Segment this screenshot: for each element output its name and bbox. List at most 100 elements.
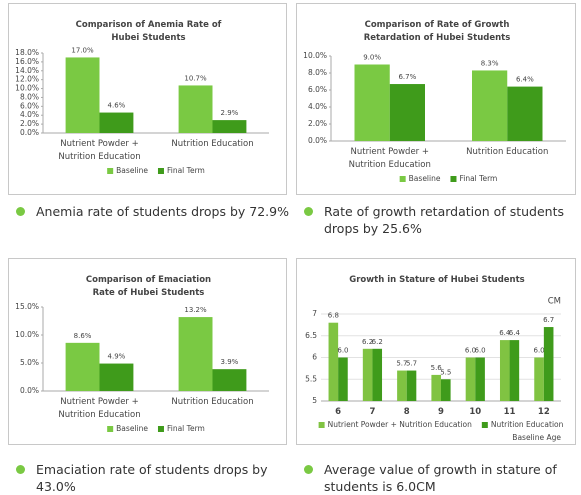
chart-title: Comparison of Emaciation Rate of Hubei St… [86,275,211,298]
bar [99,363,134,391]
x-tick-label: 11 [504,407,516,417]
bar [507,86,543,141]
bar [465,357,476,401]
value-label: 5.5 [440,368,451,376]
value-label: 5.7 [406,360,417,368]
x-tick-label: Nutrition Education [171,397,253,407]
chart-title: Comparison of Rate of Growth Retardation … [364,20,511,43]
y-tick-label: 14.0% [15,66,39,75]
x-tick-label: Nutrient Powder + Nutrition Education [58,139,140,162]
chart-panel: Comparison of Emaciation Rate of Hubei St… [8,258,287,445]
y-tick-label: 15.0% [15,302,39,311]
caption: Emaciation rate of students drops by 43.… [14,461,306,495]
caption: Rate of growth retardation of students d… [302,203,581,237]
bar [338,357,348,401]
y-tick-label: 0.0% [308,136,327,145]
x-tick-label: 6 [335,407,341,417]
value-label: 3.9% [221,358,239,366]
chart-title: Growth in Stature of Hubei Students [349,275,524,285]
y-tick-label: 0.0% [20,386,39,395]
x-tick-label: 8 [404,407,410,417]
bar [328,322,339,401]
y-tick-label: 10.0% [303,51,327,60]
value-label: 8.6% [74,332,92,340]
legend-swatch [157,168,164,174]
x-tick-label: Nutrition Education [466,147,548,157]
bar [354,64,390,141]
bar [534,357,544,401]
bar [441,379,451,401]
y-tick-label: 6.5 [305,331,317,340]
value-label: 6.0 [533,347,544,355]
legend: Baseline Final Term [399,174,497,183]
bar [475,357,485,401]
y-tick-label: 0.0% [20,128,39,137]
legend-label: Baseline [116,424,148,433]
legend-label: Baseline [409,174,441,183]
bar [212,369,247,391]
value-label: 6.4 [499,329,511,337]
y-tick-label: 8.0% [308,68,327,77]
bar [178,317,213,391]
value-label: 2.9% [221,109,239,117]
x-tick-label: 12 [538,407,550,417]
y-tick-label: 16.0% [15,57,39,66]
y-tick-label: 5.5 [305,374,317,383]
chart-title: Comparison of Anemia Rate of Hubei Studen… [76,20,222,43]
value-label: 6.2 [372,338,383,346]
value-label: 6.0 [465,347,476,355]
bar [543,327,554,401]
y-tick-label: 6.0% [20,101,39,110]
value-label: 6.4% [516,76,534,84]
x-tick-label: 9 [438,407,444,417]
y-tick-label: 2.0% [308,119,327,128]
legend-swatch [107,426,114,432]
legend-label: Baseline [116,166,148,175]
legend-swatch [107,168,114,174]
value-label: 6.7 [543,316,554,324]
bar [509,340,520,401]
bar [406,370,417,401]
value-label: 6.2 [362,338,373,346]
caption: Anemia rate of students drops by 72.9% [14,203,296,220]
legend-label: Final Term [167,166,205,175]
bar [499,340,510,401]
y-tick-label: 10.0% [15,84,39,93]
value-label: 6.0 [337,347,348,355]
value-label: 6.0 [475,347,486,355]
value-label: 5.7 [396,360,407,368]
value-label: 5.6 [431,364,443,372]
bar [472,70,508,141]
y-tick-label: 4.0% [308,102,327,111]
y-tick-label: 12.0% [15,75,39,84]
chart-panel: Growth in Stature of Hubei Students CM 5 5.… [296,258,576,445]
value-label: 4.6% [108,102,126,110]
bar [65,57,100,133]
value-label: 10.7% [184,74,207,82]
value-label: 8.3% [481,59,499,67]
legend: Nutrient Powder + Nutrition Education Nut… [318,420,564,429]
value-label: 6.8 [328,312,339,320]
y-tick-label: 7 [312,309,317,318]
legend-label: Final Term [459,174,497,183]
x-tick-label: Nutrition Education [171,139,253,149]
bar [397,370,407,401]
unit-label: CM [548,297,561,307]
legend-swatch [157,426,164,432]
x-axis-label: Baseline Age [512,433,561,442]
legend: Baseline Final Term [107,166,205,175]
caption: Average value of growth in stature of st… [302,461,581,495]
chart-panel: Comparison of Anemia Rate of Hubei Studen… [8,3,287,195]
y-tick-label: 8.0% [20,92,39,101]
bar [389,84,425,141]
x-tick-label: 10 [469,407,481,417]
y-tick-label: 6.0% [308,85,327,94]
value-label: 17.0% [71,46,94,54]
y-tick-label: 18.0% [15,48,39,57]
bar [431,374,441,401]
y-tick-label: 5 [312,396,317,405]
legend-label: Nutrient Powder + Nutrition Education [328,420,472,429]
bar [99,112,134,133]
bar [65,342,100,391]
legend-swatch [399,176,406,182]
